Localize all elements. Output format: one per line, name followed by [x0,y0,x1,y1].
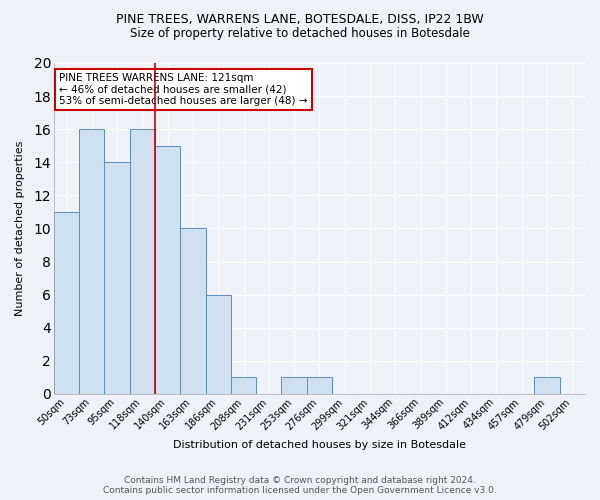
Text: PINE TREES, WARRENS LANE, BOTESDALE, DISS, IP22 1BW: PINE TREES, WARRENS LANE, BOTESDALE, DIS… [116,12,484,26]
Bar [130,129,155,394]
Bar [206,294,231,394]
Text: Size of property relative to detached houses in Botesdale: Size of property relative to detached ho… [130,28,470,40]
Bar [181,228,206,394]
Bar [231,378,256,394]
Bar [104,162,130,394]
X-axis label: Distribution of detached houses by size in Botesdale: Distribution of detached houses by size … [173,440,466,450]
Y-axis label: Number of detached properties: Number of detached properties [15,141,25,316]
Bar [281,378,307,394]
Bar [307,378,332,394]
Bar [535,378,560,394]
Bar [54,212,79,394]
Bar [79,129,104,394]
Bar [155,146,181,394]
Text: Contains HM Land Registry data © Crown copyright and database right 2024.
Contai: Contains HM Land Registry data © Crown c… [103,476,497,495]
Text: PINE TREES WARRENS LANE: 121sqm
← 46% of detached houses are smaller (42)
53% of: PINE TREES WARRENS LANE: 121sqm ← 46% of… [59,73,308,106]
